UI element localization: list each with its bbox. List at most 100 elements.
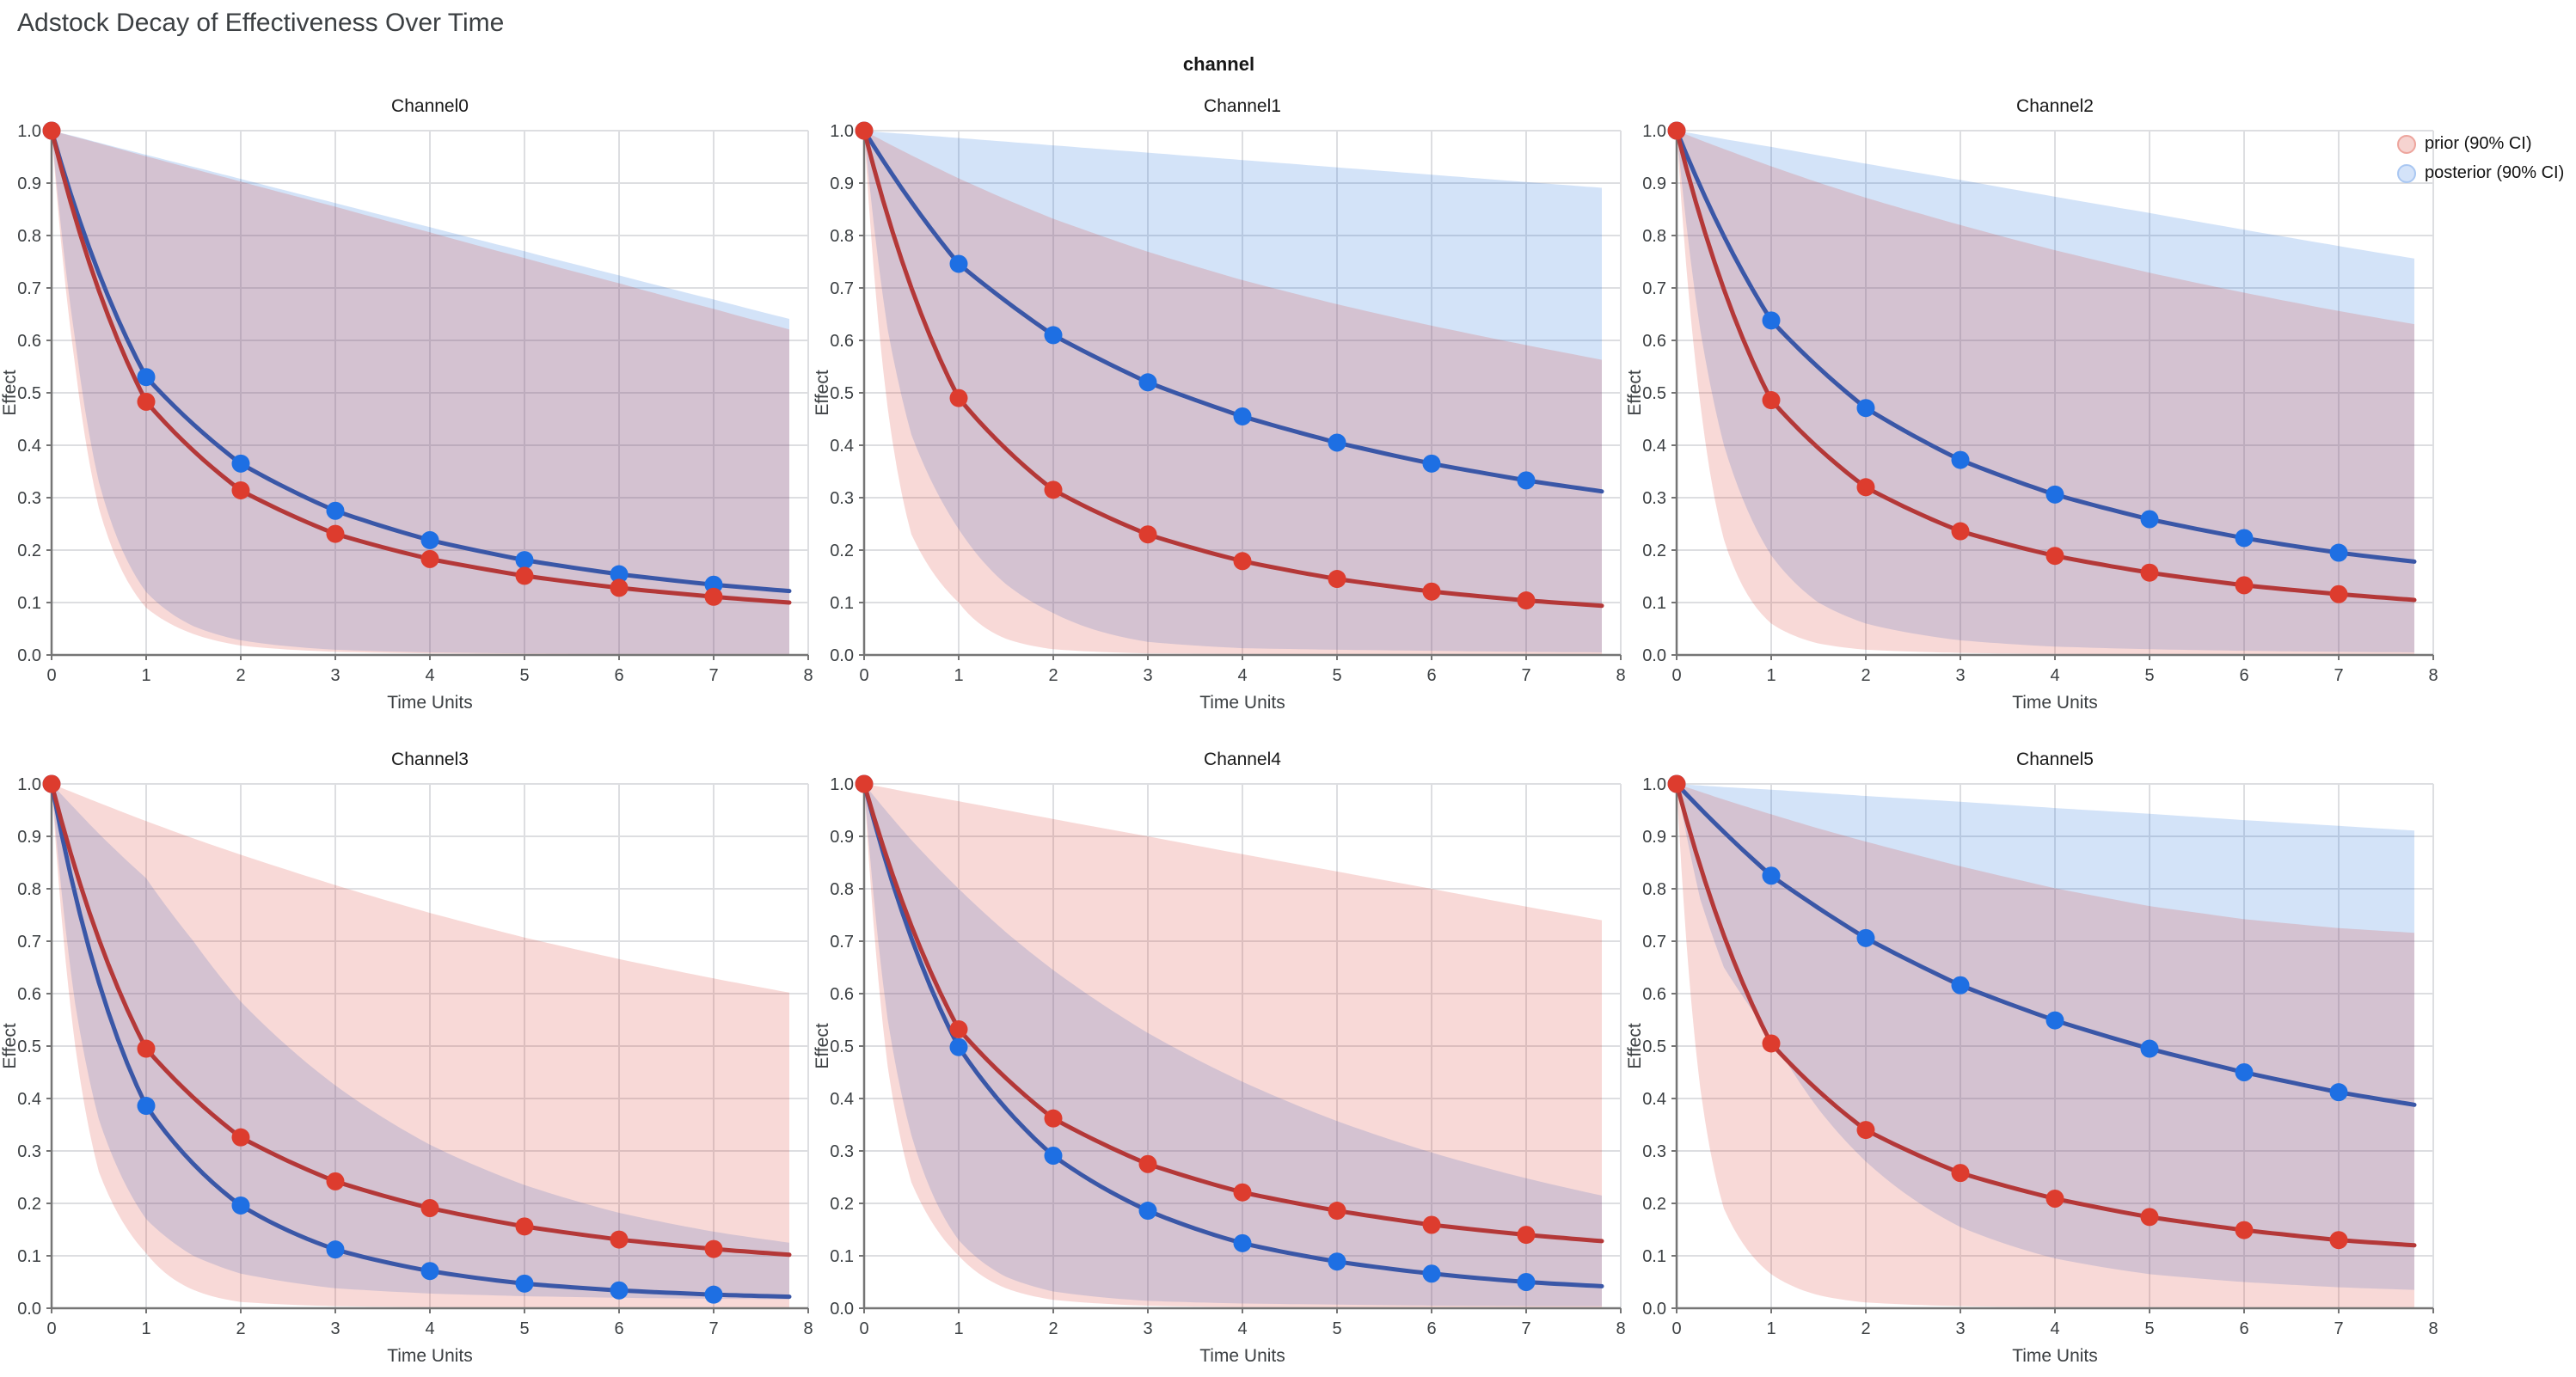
subplot-channel3: Channel3 0 1 2 3 4 5 6 7 8 0.0 0.1 0.2 0.3 0.4 0.5 0.6 0…: [0, 739, 813, 1377]
chart-canvas: 0 1 2 3 4 5 6 7 8 0.0 0.1 0.2 0.3 0.4 0.5 0.6 0.7 0.8 0.9 1…: [0, 121, 813, 713]
axis-titles: Time Units Effect: [0, 370, 473, 713]
svg-text:0.8: 0.8: [830, 227, 854, 246]
svg-text:1: 1: [141, 666, 150, 685]
posterior-point: [2329, 1083, 2348, 1102]
prior-markers: [1667, 774, 2348, 1250]
svg-text:0.2: 0.2: [830, 542, 854, 560]
svg-text:0.9: 0.9: [17, 828, 41, 847]
prior-point: [326, 524, 345, 543]
prior-point: [2329, 584, 2348, 603]
posterior-point: [610, 1281, 629, 1300]
svg-text:Effect: Effect: [0, 370, 20, 415]
svg-text:6: 6: [2239, 1319, 2248, 1338]
legend-item-posterior: posterior (90% CI): [2397, 163, 2564, 183]
prior-point: [610, 578, 629, 597]
chart-canvas: 0 1 2 3 4 5 6 7 8 0.0 0.1 0.2 0.3 0.4 0.5 0.6 0.7 0.8 0.9 1…: [0, 774, 813, 1366]
svg-text:0.1: 0.1: [17, 1247, 41, 1266]
svg-text:0.0: 0.0: [1642, 1300, 1666, 1319]
svg-text:0.5: 0.5: [830, 384, 854, 403]
prior-point: [1762, 391, 1781, 410]
svg-text:2: 2: [1048, 1319, 1058, 1338]
svg-text:4: 4: [2050, 1319, 2059, 1338]
svg-text:0: 0: [46, 666, 56, 685]
svg-text:0.7: 0.7: [17, 279, 41, 298]
prior-point: [2045, 1190, 2064, 1209]
posterior-point: [137, 1097, 156, 1116]
svg-text:0.4: 0.4: [17, 1090, 41, 1109]
prior-point: [1856, 1121, 1875, 1140]
svg-text:0.9: 0.9: [1642, 174, 1666, 193]
prior-point: [137, 392, 156, 411]
tick-labels: 0 1 2 3 4 5 6 7 8 0.0 0.1 0.2 0.3 0.4 0.5 0.6 0.7 0.8 0.9 1…: [17, 122, 813, 685]
svg-text:0.5: 0.5: [17, 384, 41, 403]
svg-text:0: 0: [859, 1319, 868, 1338]
svg-text:4: 4: [1237, 666, 1247, 685]
svg-text:1.0: 1.0: [17, 122, 41, 141]
posterior-point: [231, 1196, 250, 1215]
prior-point: [42, 121, 61, 140]
prior-point: [1856, 478, 1875, 497]
legend: prior (90% CI) posterior (90% CI): [2397, 134, 2564, 183]
prior-point: [1422, 1215, 1441, 1234]
svg-text:0.7: 0.7: [17, 933, 41, 952]
prior-markers: [855, 774, 1536, 1245]
svg-text:0.4: 0.4: [17, 437, 41, 456]
svg-text:0.7: 0.7: [1642, 279, 1666, 298]
legend-item-prior: prior (90% CI): [2397, 134, 2564, 154]
subplot-channel5: Channel5 0 1 2 3 4 5 6 7 8 0.0 0.1 0.2 0.3 0.4 0.5 0.6 0…: [1625, 739, 2438, 1377]
plot-area: 0 1 2 3 4 5 6 7 8 0.0 0.1 0.2 0.3 0.4 0.5 0.6 0.7 0.8 0.9 1…: [1625, 86, 2438, 724]
prior-point: [1233, 552, 1252, 571]
svg-text:5: 5: [1332, 1319, 1341, 1338]
svg-text:0.8: 0.8: [17, 880, 41, 899]
svg-text:0.0: 0.0: [1642, 646, 1666, 665]
svg-text:7: 7: [708, 1319, 718, 1338]
posterior-point: [515, 551, 534, 570]
posterior-swatch-icon: [2397, 163, 2416, 183]
tick-labels: 0 1 2 3 4 5 6 7 8 0.0 0.1 0.2 0.3 0.4 0.5 0.6 0.7 0.8 0.9 1…: [1642, 775, 2438, 1338]
svg-text:0.2: 0.2: [17, 542, 41, 560]
prior-ci-band: [1677, 131, 2414, 655]
prior-ci-band: [864, 131, 1602, 655]
svg-text:5: 5: [519, 1319, 529, 1338]
posterior-ci-band: [864, 784, 1602, 1307]
prior-point: [420, 549, 439, 568]
prior-markers: [1667, 121, 2348, 603]
svg-text:8: 8: [2428, 1319, 2438, 1338]
posterior-point: [610, 565, 629, 584]
prior-point: [1328, 570, 1346, 589]
svg-text:8: 8: [2428, 666, 2438, 685]
prior-point: [1667, 121, 1686, 140]
svg-text:3: 3: [1143, 1319, 1152, 1338]
svg-text:3: 3: [330, 666, 340, 685]
svg-text:0.5: 0.5: [1642, 384, 1666, 403]
prior-swatch-icon: [2397, 134, 2416, 154]
prior-ci-band: [52, 784, 789, 1308]
svg-text:3: 3: [1955, 1319, 1965, 1338]
svg-text:0.8: 0.8: [1642, 227, 1666, 246]
posterior-point: [1328, 1252, 1346, 1271]
legend-label-posterior: posterior (90% CI): [2425, 163, 2565, 182]
svg-text:0.6: 0.6: [1642, 985, 1666, 1004]
svg-text:0.5: 0.5: [830, 1037, 854, 1056]
prior-ci-band: [1677, 784, 2414, 1308]
axis-titles: Time Units Effect: [1625, 370, 2098, 713]
tick-labels: 0 1 2 3 4 5 6 7 8 0.0 0.1 0.2 0.3 0.4 0.5 0.6 0.7 0.8 0.9 1…: [830, 122, 1625, 685]
posterior-point: [2140, 510, 2159, 529]
svg-text:0.2: 0.2: [1642, 542, 1666, 560]
posterior-point: [326, 501, 345, 520]
svg-text:0: 0: [1671, 666, 1681, 685]
svg-text:8: 8: [1616, 1319, 1625, 1338]
prior-point: [515, 1217, 534, 1236]
svg-text:0.3: 0.3: [1642, 1142, 1666, 1161]
posterior-point: [1138, 1202, 1157, 1221]
prior-point: [855, 121, 874, 140]
svg-text:0.9: 0.9: [830, 174, 854, 193]
svg-text:0.0: 0.0: [830, 646, 854, 665]
svg-text:0.1: 0.1: [1642, 1247, 1666, 1266]
axis-titles: Time Units Effect: [813, 370, 1285, 713]
subplot-title: Channel5: [2016, 750, 2094, 769]
svg-text:0.7: 0.7: [1642, 933, 1666, 952]
svg-text:6: 6: [1426, 666, 1436, 685]
svg-text:1: 1: [1766, 1319, 1776, 1338]
posterior-point: [137, 368, 156, 387]
